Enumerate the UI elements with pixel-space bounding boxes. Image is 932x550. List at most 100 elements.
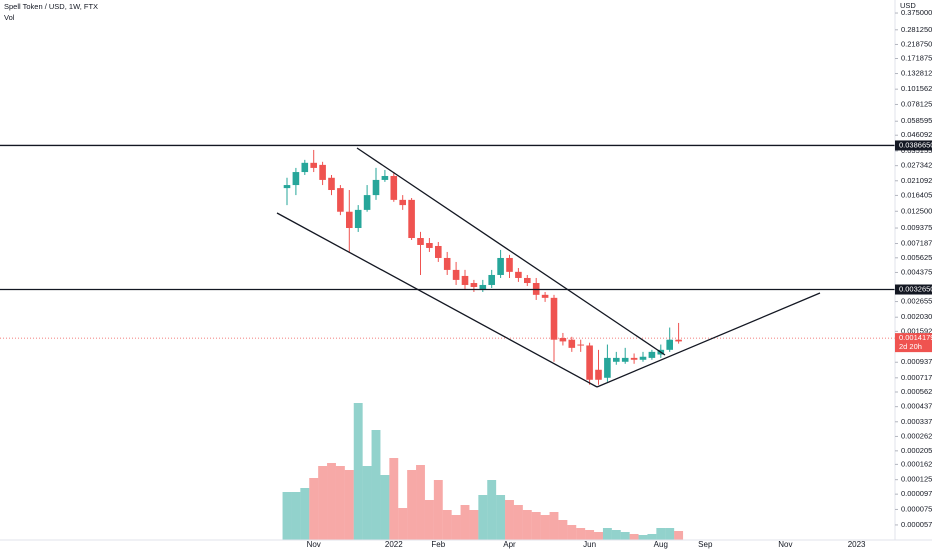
- candle-body: [461, 275, 469, 285]
- volume-bar: [487, 480, 497, 540]
- candle-body: [346, 211, 353, 229]
- x-tick-label: 2022: [385, 540, 403, 549]
- candle-body: [595, 369, 602, 380]
- candle-body: [417, 238, 424, 245]
- candle-body: [381, 175, 389, 180]
- last-price-label: 0.0014179: [899, 333, 932, 342]
- candle-body: [372, 179, 380, 196]
- volume-bar: [442, 510, 452, 540]
- candle-body: [319, 164, 326, 180]
- volume-bar: [611, 530, 621, 540]
- volume-bar: [629, 534, 639, 540]
- volume-bar: [424, 500, 434, 540]
- candle-body: [506, 257, 513, 272]
- candle-body: [586, 345, 593, 380]
- level-label: 0.0386650: [899, 140, 932, 149]
- candle-body: [550, 297, 558, 340]
- volume-bar: [531, 512, 541, 540]
- volume-bar: [327, 463, 336, 540]
- candle-body: [488, 274, 495, 285]
- volume-bar: [469, 510, 479, 540]
- volume-bar: [656, 528, 666, 540]
- volume-bar: [353, 403, 363, 540]
- volume-bar: [567, 525, 577, 540]
- volume-bar: [433, 480, 443, 540]
- candle-body: [613, 357, 620, 362]
- y-tick-label: 0.0015925: [901, 326, 932, 335]
- volume-bar: [460, 505, 470, 540]
- level-tag: [895, 284, 932, 295]
- x-tick-label: Feb: [431, 540, 445, 549]
- candle-body: [648, 351, 656, 358]
- candle-body: [408, 199, 415, 239]
- candle-body: [443, 257, 451, 270]
- volume-bar: [416, 465, 425, 540]
- volume-bar: [513, 505, 523, 540]
- volume-bar: [344, 470, 354, 540]
- volume-bar: [318, 466, 328, 540]
- x-tick-label: Apr: [503, 540, 516, 549]
- candle-body: [470, 283, 478, 287]
- volume-bar: [309, 478, 319, 540]
- candle-body: [292, 172, 300, 186]
- volume-bar: [380, 475, 390, 540]
- volume-bar: [638, 535, 648, 540]
- volume-bar: [451, 515, 461, 540]
- candle-body: [363, 195, 371, 210]
- y-tick-label: 0.0003375: [901, 417, 932, 426]
- volume-bar: [674, 531, 684, 540]
- volume-bar: [620, 532, 630, 540]
- candle-body: [337, 188, 344, 212]
- volume-bar: [371, 430, 381, 540]
- candle-body: [577, 344, 584, 346]
- volume-bar: [407, 470, 417, 540]
- x-tick-label: Nov: [778, 540, 792, 549]
- x-tick-label: 2023: [848, 540, 866, 549]
- y-tick-label: 0.0009375: [901, 357, 932, 366]
- y-tick-label: 0.0002625: [901, 431, 932, 440]
- candle-body: [604, 357, 611, 378]
- chart-title: Spell Token / USD, 1W, FTX: [4, 2, 98, 11]
- volume-bar: [496, 495, 506, 540]
- candle-body: [310, 162, 317, 168]
- candle-body: [666, 339, 673, 350]
- volume-bar: [647, 534, 657, 540]
- volume-bar: [585, 530, 595, 540]
- candle-body: [515, 271, 522, 278]
- candle-body: [541, 294, 549, 298]
- candle-body: [435, 245, 442, 258]
- candle-body: [621, 357, 629, 362]
- candle-body: [497, 257, 504, 275]
- candle-body: [452, 269, 460, 280]
- countdown-label: 2d 20h: [899, 342, 922, 351]
- candle-body: [524, 277, 531, 284]
- x-tick-label: Sep: [698, 540, 713, 549]
- volume-bar: [558, 520, 568, 540]
- volume-bar: [522, 510, 532, 540]
- volume-bar: [665, 528, 675, 540]
- volume-bar: [478, 495, 488, 540]
- y-tick-label: 0.0071875: [901, 239, 932, 248]
- volume-bar: [540, 515, 550, 540]
- candle-body: [639, 356, 647, 360]
- volume-bar: [576, 528, 586, 540]
- candle-body: [479, 284, 487, 290]
- x-tick-label: Jun: [583, 540, 596, 549]
- candle-body: [559, 338, 567, 342]
- candle-body: [568, 339, 576, 348]
